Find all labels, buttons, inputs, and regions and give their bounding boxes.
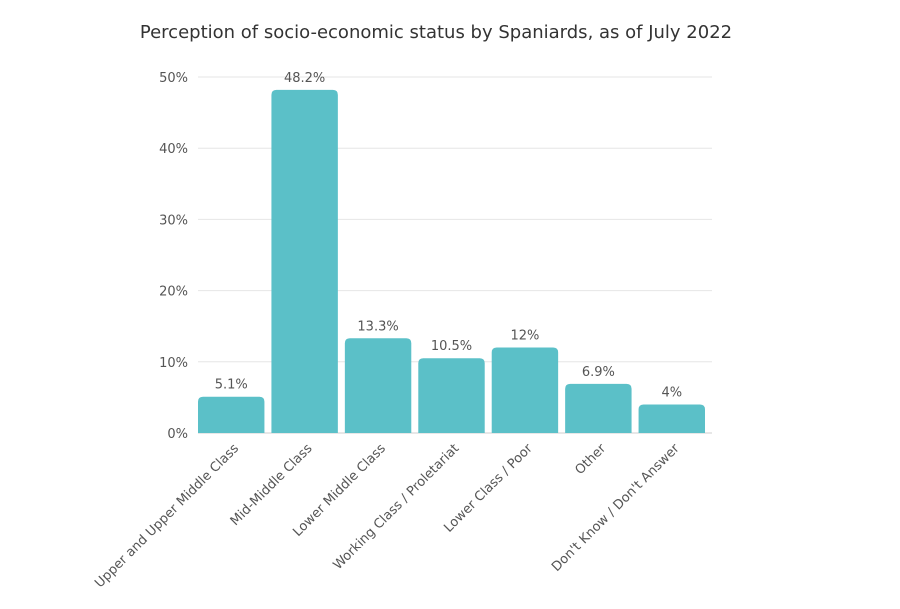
bar [198, 396, 265, 433]
data-label: 12% [510, 329, 539, 344]
bars [198, 89, 705, 433]
x-category-label: Other [572, 441, 609, 478]
bar [418, 358, 485, 433]
bar [565, 383, 632, 433]
data-label: 13.3% [357, 319, 398, 334]
y-tick-label: 10% [159, 356, 188, 371]
data-label: 6.9% [582, 365, 615, 380]
bar [638, 404, 705, 433]
y-axis-tick-labels: 0% 10% 20% 30% 40% 50% [159, 71, 188, 442]
y-tick-label: 40% [159, 142, 188, 157]
bar [344, 338, 412, 433]
y-tick-label: 0% [167, 427, 188, 442]
data-label: 5.1% [215, 378, 248, 393]
bar [491, 347, 559, 433]
x-category-label: Upper and Upper Middle Class [92, 441, 242, 591]
y-tick-label: 50% [159, 71, 188, 86]
x-category-label: Don't Know / Don't Answer [549, 441, 683, 575]
data-label: 4% [661, 386, 682, 401]
bar [271, 89, 338, 433]
data-label: 48.2% [284, 71, 325, 86]
data-label: 10.5% [431, 339, 472, 354]
data-labels: 5.1% 48.2% 13.3% 10.5% 12% 6.9% 4% [215, 71, 682, 401]
y-tick-label: 30% [159, 213, 188, 228]
x-category-label: Working Class / Proletariat [331, 441, 463, 573]
y-tick-label: 20% [159, 285, 188, 300]
chart-title: Perception of socio-economic status by S… [140, 22, 732, 43]
